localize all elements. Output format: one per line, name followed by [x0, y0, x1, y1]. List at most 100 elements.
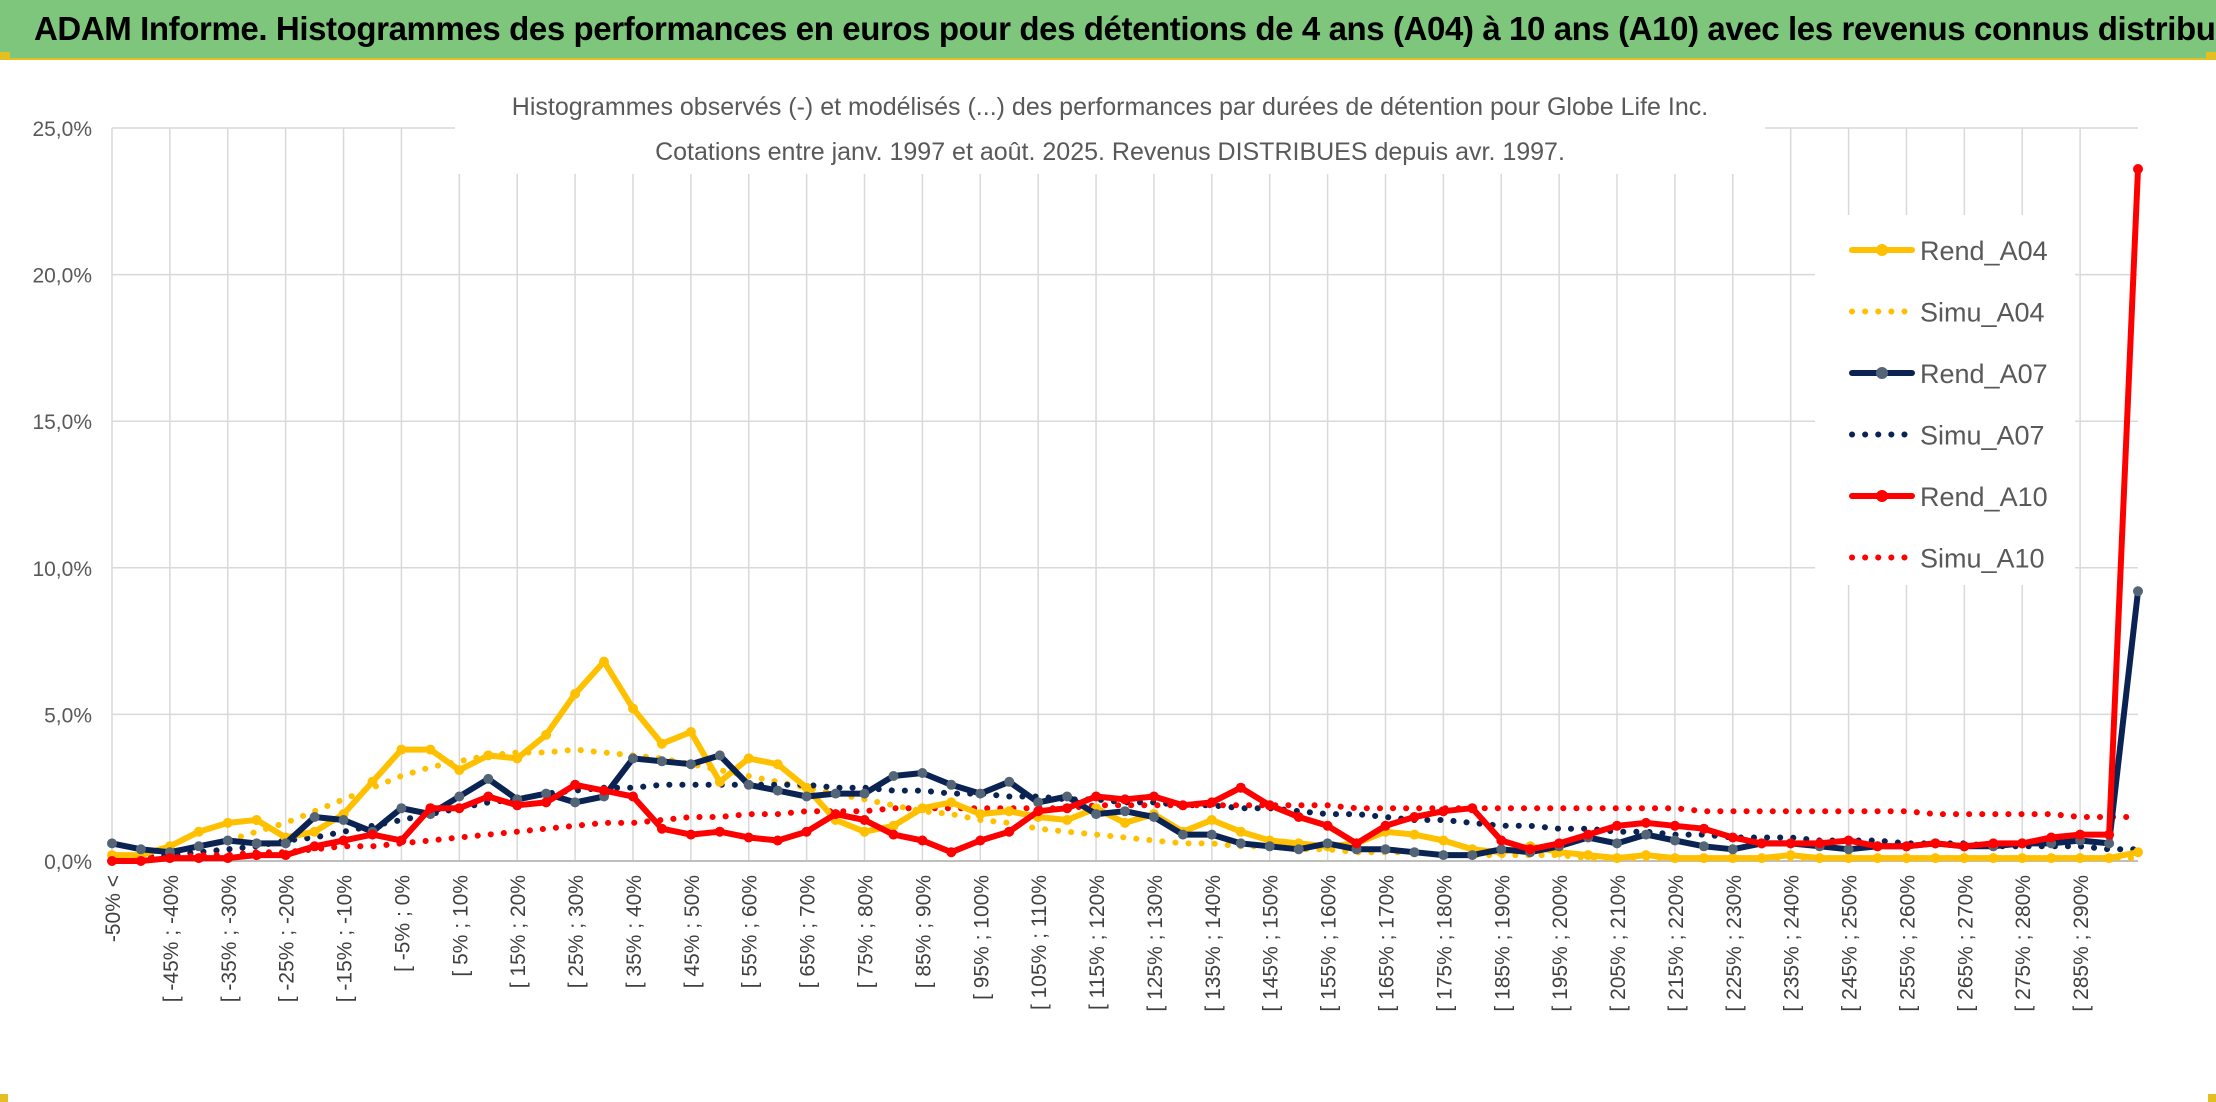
- data-point: [1641, 817, 1651, 828]
- data-point: [1496, 835, 1507, 846]
- data-point: [425, 803, 436, 814]
- data-point: [1669, 853, 1680, 864]
- data-point: [251, 850, 262, 861]
- data-point: [570, 688, 581, 699]
- legend-label-Simu_A10: Simu_A10: [1920, 544, 2045, 574]
- data-point: [1901, 841, 1912, 852]
- data-point: [1409, 812, 1420, 822]
- legend-label-Simu_A04: Simu_A04: [1920, 298, 2045, 328]
- data-point: [859, 788, 870, 799]
- data-point: [107, 856, 117, 866]
- x-tick-label: [ 145% ; 150%: [1260, 875, 1283, 1012]
- data-point: [917, 803, 928, 814]
- data-point: [396, 803, 407, 814]
- data-point: [251, 838, 262, 849]
- data-point: [917, 768, 928, 778]
- data-point: [135, 856, 146, 866]
- data-point: [946, 779, 957, 790]
- data-point: [1641, 850, 1651, 861]
- data-point: [1727, 832, 1738, 843]
- data-point: [1120, 817, 1130, 828]
- x-tick-label: [ 95% ; 100%: [970, 875, 993, 1000]
- legend-item-Rend_A04[interactable]: Rend_A04: [1849, 236, 2048, 266]
- data-point: [1206, 815, 1217, 825]
- corner-accent-right: [2206, 52, 2216, 58]
- data-point: [1206, 797, 1217, 808]
- legend-item-Simu_A07[interactable]: Simu_A07: [1849, 421, 2045, 451]
- data-point: [1525, 844, 1536, 855]
- data-point: [743, 753, 754, 764]
- data-point: [801, 791, 812, 802]
- data-point: [1033, 797, 1044, 808]
- x-tick-label: [ 225% ; 230%: [1723, 875, 1746, 1012]
- legend-label-Simu_A07: Simu_A07: [1920, 421, 2045, 451]
- series-Rend_A04: [107, 656, 2143, 864]
- data-point: [1727, 844, 1738, 855]
- legend[interactable]: Rend_A04 Simu_A04 Rend_A07 Simu_A07 Rend_A10…: [1815, 215, 2075, 585]
- data-point: [338, 815, 349, 825]
- legend-item-Simu_A04[interactable]: Simu_A04: [1849, 298, 2045, 328]
- y-tick-label: 10,0%: [32, 558, 92, 581]
- report-title: ADAM Informe. Histogrammes des performan…: [34, 10, 2216, 47]
- legend-marker-Rend_A10: [1876, 490, 1888, 502]
- data-point: [772, 759, 783, 770]
- corner-accent-bottom-left: [0, 1094, 8, 1102]
- legend-item-Rend_A07[interactable]: Rend_A07: [1849, 359, 2048, 389]
- data-point: [801, 826, 812, 837]
- legend-label-Rend_A07: Rend_A07: [1920, 359, 2048, 389]
- data-point: [454, 791, 465, 802]
- data-point: [1091, 809, 1102, 820]
- data-point: [1785, 850, 1796, 861]
- x-tick-label: [ 5% ; 10%: [449, 875, 472, 977]
- x-tick-label: [ 65% ; 70%: [797, 875, 820, 988]
- data-point: [1409, 829, 1420, 840]
- data-point: [164, 853, 175, 864]
- data-point: [483, 773, 494, 784]
- data-point: [656, 756, 667, 767]
- x-tick-label: [ 35% ; 40%: [623, 875, 646, 988]
- x-tick-label: [ 235% ; 240%: [1781, 875, 1804, 1012]
- data-point: [2133, 586, 2143, 597]
- data-point: [801, 782, 812, 793]
- data-point: [1322, 820, 1333, 831]
- corner-accent-bottom-right: [2208, 1094, 2216, 1102]
- data-point: [541, 729, 552, 740]
- data-point: [1235, 838, 1246, 849]
- data-point: [888, 820, 899, 831]
- x-tick-label: [ 135% ; 140%: [1202, 875, 1225, 1012]
- series-Simu_A10: [109, 802, 2141, 862]
- data-point: [1235, 826, 1246, 837]
- data-point: [193, 853, 204, 864]
- data-point: [1756, 838, 1767, 849]
- x-tick-label: [ 25% ; 30%: [565, 875, 588, 988]
- data-point: [1959, 853, 1970, 864]
- data-point: [454, 803, 465, 814]
- data-point: [1814, 838, 1825, 849]
- data-point: [1554, 838, 1565, 849]
- y-tick-label: 5,0%: [44, 704, 92, 727]
- chart-title-background: [455, 82, 1765, 174]
- data-point: [1091, 791, 1102, 802]
- data-point: [135, 844, 146, 855]
- data-point: [2104, 829, 2115, 840]
- data-point: [599, 785, 609, 796]
- data-point: [1148, 812, 1159, 822]
- y-tick-label: 15,0%: [32, 411, 92, 434]
- data-point: [1756, 853, 1767, 864]
- data-point: [743, 832, 754, 843]
- data-point: [1120, 806, 1130, 817]
- data-point: [1698, 823, 1709, 834]
- data-point: [1612, 853, 1622, 864]
- data-point: [1669, 835, 1680, 846]
- data-point: [1988, 838, 1999, 849]
- data-point: [656, 823, 667, 834]
- data-point: [483, 750, 494, 761]
- legend-item-Rend_A10[interactable]: Rend_A10: [1849, 482, 2048, 512]
- data-point: [1264, 841, 1275, 852]
- data-point: [685, 727, 696, 737]
- data-point: [541, 788, 552, 799]
- data-point: [2017, 853, 2028, 864]
- legend-item-Simu_A10[interactable]: Simu_A10: [1849, 544, 2045, 574]
- data-point: [338, 835, 349, 846]
- data-point: [1004, 806, 1015, 817]
